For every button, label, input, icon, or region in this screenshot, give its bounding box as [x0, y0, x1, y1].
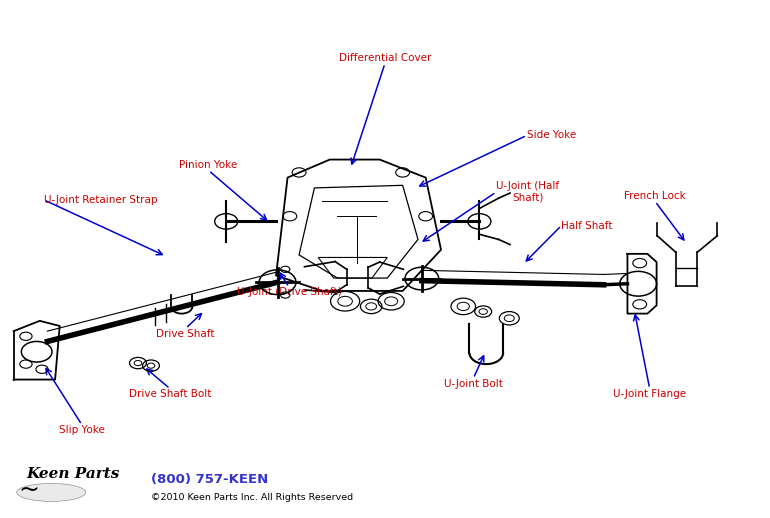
Text: Drive Shaft Bolt: Drive Shaft Bolt: [129, 389, 212, 399]
Text: U-Joint Bolt: U-Joint Bolt: [444, 379, 503, 388]
Text: (800) 757-KEEN: (800) 757-KEEN: [151, 473, 268, 486]
Text: Differential Cover: Differential Cover: [339, 53, 431, 63]
Text: U-Joint Retainer Strap: U-Joint Retainer Strap: [44, 195, 157, 205]
Text: Pinion Yoke: Pinion Yoke: [179, 161, 238, 170]
Text: Side Yoke: Side Yoke: [527, 131, 576, 140]
Text: Drive Shaft: Drive Shaft: [156, 328, 215, 339]
Ellipse shape: [17, 483, 85, 501]
Text: Slip Yoke: Slip Yoke: [59, 425, 105, 435]
Text: Half Shaft: Half Shaft: [561, 221, 613, 231]
Text: ©2010 Keen Parts Inc. All Rights Reserved: ©2010 Keen Parts Inc. All Rights Reserve…: [151, 493, 353, 501]
Text: U-Joint Flange: U-Joint Flange: [613, 389, 686, 399]
Text: Keen Parts: Keen Parts: [26, 467, 119, 481]
Text: U-Joint (Drive Shaft): U-Joint (Drive Shaft): [236, 287, 341, 297]
Text: French Lock: French Lock: [624, 191, 686, 202]
Text: U-Joint (Half
Shaft): U-Joint (Half Shaft): [496, 181, 559, 203]
Text: ~: ~: [18, 478, 39, 502]
